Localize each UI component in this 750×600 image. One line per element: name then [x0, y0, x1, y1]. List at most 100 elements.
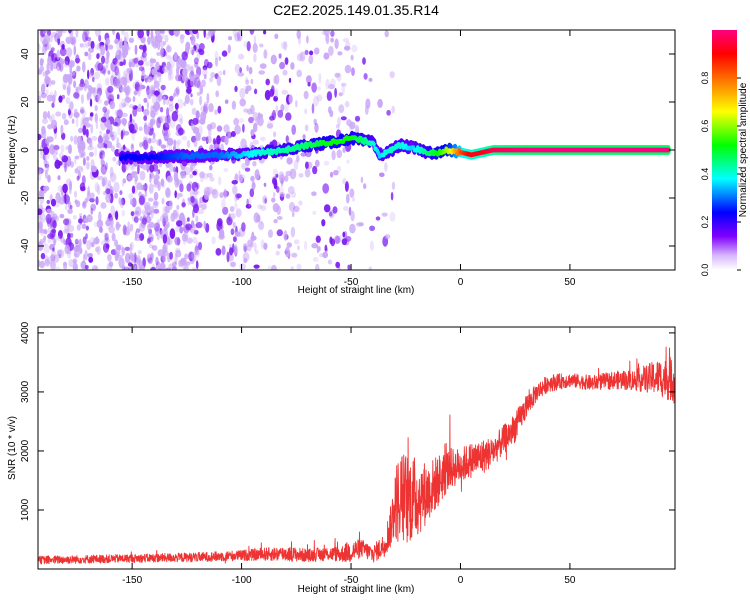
noise-speckle	[139, 164, 146, 169]
noise-speckle	[116, 142, 122, 149]
noise-speckle	[121, 182, 125, 187]
noise-speckle	[47, 233, 54, 239]
noise-speckle	[112, 121, 119, 127]
noise-speckle	[226, 251, 230, 263]
colorbar-tick-label: 0.6	[700, 120, 710, 133]
noise-speckle	[285, 112, 292, 121]
noise-speckle	[160, 115, 166, 123]
noise-speckle	[239, 263, 246, 270]
noise-speckle	[210, 72, 216, 78]
noise-speckle	[106, 121, 111, 130]
noise-speckle	[132, 96, 136, 103]
noise-speckle	[50, 260, 56, 270]
noise-speckle	[123, 144, 126, 151]
noise-speckle	[250, 78, 254, 85]
y-tick-label: 2000	[20, 439, 31, 462]
noise-speckle	[70, 161, 75, 168]
noise-speckle	[115, 49, 122, 61]
noise-speckle	[233, 117, 240, 126]
noise-speckle	[152, 132, 156, 140]
noise-speckle	[384, 30, 389, 38]
noise-speckle	[90, 159, 95, 170]
noise-speckle	[316, 94, 323, 102]
spectrogram-x-label: Height of straight line (km)	[298, 285, 415, 296]
snr-frame	[37, 326, 676, 570]
y-tick-label: 0	[20, 147, 31, 153]
noise-speckle	[121, 209, 126, 217]
noise-speckle	[83, 30, 90, 36]
noise-speckle	[213, 139, 220, 145]
noise-speckle	[179, 118, 183, 125]
noise-speckle	[342, 178, 347, 185]
noise-speckle	[118, 197, 122, 205]
noise-speckle	[144, 50, 147, 59]
noise-speckle	[57, 175, 61, 181]
noise-speckle	[62, 183, 68, 194]
noise-speckle	[127, 174, 134, 182]
noise-speckle	[194, 187, 198, 193]
noise-speckle	[172, 209, 178, 220]
noise-speckle	[340, 82, 347, 87]
noise-speckle	[40, 92, 47, 99]
noise-speckle	[162, 65, 169, 73]
noise-speckle	[278, 171, 285, 182]
noise-speckle	[50, 119, 58, 130]
noise-speckle	[304, 240, 308, 251]
noise-speckle	[253, 242, 257, 252]
noise-speckle	[354, 115, 361, 122]
noise-speckle	[350, 210, 355, 222]
noise-speckle	[50, 47, 55, 52]
noise-speckle	[195, 221, 203, 229]
noise-speckle	[55, 192, 61, 204]
noise-speckle	[122, 178, 127, 184]
noise-speckle	[253, 264, 260, 269]
noise-speckle	[318, 72, 322, 84]
noise-speckle	[175, 249, 182, 258]
noise-speckle	[194, 245, 200, 256]
colorbar-tick-label: 0.2	[700, 216, 710, 229]
noise-speckle	[150, 252, 154, 260]
noise-speckle	[76, 175, 80, 181]
noise-speckle	[94, 104, 98, 112]
noise-speckle	[110, 130, 118, 141]
noise-speckle	[228, 36, 233, 41]
noise-speckle	[168, 200, 173, 210]
noise-speckle	[121, 246, 125, 256]
noise-speckle	[175, 86, 180, 95]
noise-speckle	[46, 30, 52, 37]
noise-speckle	[159, 106, 164, 113]
noise-speckle	[274, 33, 279, 39]
noise-speckle	[277, 109, 284, 118]
noise-speckle	[97, 93, 100, 102]
noise-speckle	[159, 262, 166, 270]
noise-speckle	[363, 73, 368, 80]
colorbar-ticks: 0.0 0.2 0.4 0.6 0.8	[700, 72, 741, 276]
noise-speckle	[87, 85, 93, 92]
noise-speckle	[290, 62, 295, 70]
noise-speckle	[65, 97, 71, 105]
noise-speckle	[124, 95, 130, 106]
noise-speckle	[55, 150, 58, 155]
noise-speckle	[201, 79, 206, 88]
noise-speckle	[205, 135, 210, 143]
noise-speckle	[165, 187, 171, 198]
noise-speckle	[47, 174, 51, 183]
noise-speckle	[318, 246, 321, 252]
noise-speckle	[216, 125, 223, 132]
noise-speckle	[90, 123, 94, 134]
noise-speckle	[101, 116, 107, 123]
noise-speckle	[87, 253, 93, 258]
noise-speckle	[100, 240, 104, 245]
noise-speckle	[67, 83, 71, 95]
noise-speckle	[223, 124, 230, 133]
noise-speckle	[271, 197, 276, 203]
noise-speckle	[167, 137, 174, 146]
noise-speckle	[142, 164, 150, 171]
noise-speckle	[137, 60, 144, 66]
noise-speckle	[183, 101, 187, 107]
noise-speckle	[63, 119, 69, 126]
noise-speckle	[134, 79, 141, 85]
noise-speckle	[94, 30, 101, 37]
noise-speckle	[74, 158, 77, 165]
noise-speckle	[291, 211, 295, 218]
